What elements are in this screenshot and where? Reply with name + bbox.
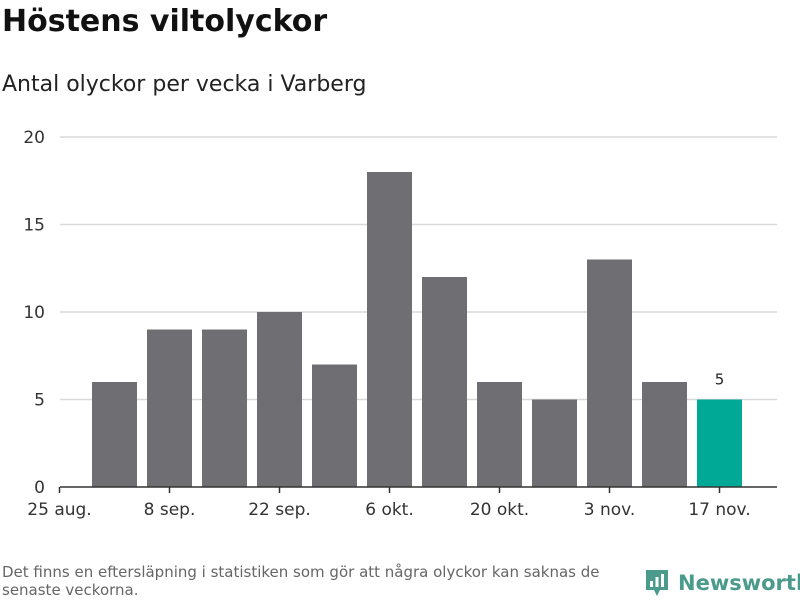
bar — [697, 399, 742, 487]
bar — [532, 399, 577, 487]
footnote: Det finns en eftersläpning i statistiken… — [2, 563, 600, 599]
brand-name: Newsworthy — [678, 571, 800, 595]
x-tick-label: 22 sep. — [248, 500, 311, 520]
bar-chart: 0 5 10 15 20 25 aug. 8 sep. 22 sep. 6 okt. 20 okt… — [23, 128, 777, 520]
bar — [202, 329, 247, 487]
bar — [367, 172, 412, 487]
x-tick-label: 17 nov. — [688, 500, 750, 520]
chart-title: Höstens viltolyckor — [2, 4, 328, 39]
newsworthy-logo-icon — [646, 570, 668, 596]
bar — [587, 259, 632, 487]
x-tick-label: 8 sep. — [144, 500, 196, 520]
brand-logo[interactable]: Newsworthy — [644, 568, 800, 598]
x-tick-label: 6 okt. — [365, 500, 414, 520]
y-tick-label: 15 — [23, 216, 45, 236]
y-tick-label: 10 — [23, 303, 45, 323]
bar — [92, 382, 137, 487]
x-tick-label: 20 okt. — [470, 500, 529, 520]
chart-subtitle: Antal olyckor per vecka i Varberg — [2, 72, 367, 97]
bar — [147, 329, 192, 487]
x-tick-label: 3 nov. — [584, 500, 636, 520]
y-tick-label: 5 — [34, 391, 45, 411]
x-tick-label: 25 aug. — [27, 500, 91, 520]
y-tick-label: 0 — [34, 478, 45, 498]
bar — [257, 312, 302, 487]
y-tick-label: 20 — [23, 128, 45, 148]
bar — [477, 382, 522, 487]
bar — [642, 382, 687, 487]
bar — [312, 364, 357, 487]
bar — [422, 277, 467, 487]
data-label: 5 — [715, 371, 725, 389]
